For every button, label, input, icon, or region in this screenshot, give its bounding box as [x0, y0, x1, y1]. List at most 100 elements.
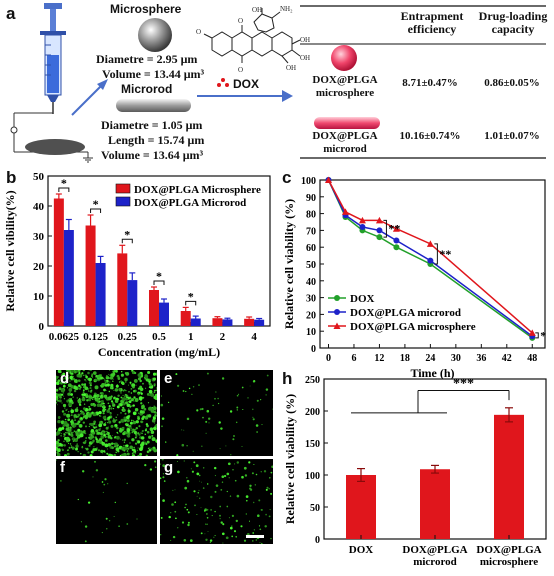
fluorescence-spot	[151, 418, 156, 423]
fluorescence-spot	[61, 377, 64, 381]
fluorescence-spot	[200, 507, 202, 509]
fluorescence-spot	[102, 491, 104, 493]
row-name-line: DOX@PLGA	[312, 130, 378, 142]
fluorescence-spot	[268, 488, 270, 490]
tile-label-f: f	[60, 459, 65, 476]
legend-label: DOX	[350, 293, 375, 305]
fluorescence-spot	[82, 470, 85, 473]
fluorescence-spot	[110, 383, 114, 388]
fluorescence-spot	[152, 377, 157, 381]
fluorescence-spot	[121, 426, 125, 430]
fluorescence-spot	[81, 383, 84, 386]
fluorescence-spot	[149, 447, 151, 449]
fluorescence-spot	[221, 532, 225, 536]
legend-label: DOX@PLGA microrod	[350, 307, 461, 319]
fluorescence-spot	[270, 471, 273, 474]
fluorescence-spot	[134, 371, 137, 375]
fluorescence-spot	[68, 402, 73, 407]
fluorescence-spot	[106, 383, 110, 387]
fluorescence-spot	[95, 469, 99, 472]
fluorescence-spot	[155, 439, 157, 443]
fluorescence-spot	[96, 447, 98, 449]
fluorescence-spot	[106, 452, 109, 455]
fluorescence-spot	[144, 415, 149, 420]
fluorescence-spot	[252, 418, 255, 421]
fluorescence-spot	[83, 441, 86, 445]
fluorescence-spot	[214, 535, 216, 537]
fluorescence-spot	[114, 399, 119, 403]
fluorescence-spot	[57, 419, 61, 424]
fluorescence-spot	[160, 516, 163, 519]
fluorescence-spot	[118, 525, 120, 528]
fluorescence-spot	[196, 513, 198, 516]
fluorescence-spot	[132, 451, 135, 454]
fluorescence-spot	[252, 532, 255, 534]
fluorescence-spot	[66, 387, 69, 389]
fluorescence-spot	[153, 411, 156, 414]
fluorescence-spot	[117, 377, 121, 380]
fluorescence-spot	[120, 412, 122, 414]
fluorescence-spot	[220, 489, 223, 491]
fluorescence-spot	[204, 533, 206, 535]
fluorescence-spot	[105, 517, 108, 520]
fluorescence-spot	[98, 428, 101, 431]
fluorescence-spot	[130, 392, 133, 394]
fluorescence-dots	[56, 459, 157, 543]
fluorescence-spot	[90, 428, 95, 433]
fluorescence-spot	[94, 378, 97, 382]
fluorescence-spot	[94, 460, 96, 463]
fluorescence-spot	[241, 386, 244, 389]
fluorescence-spot	[219, 514, 221, 517]
fluorescence-spot	[206, 523, 208, 525]
fluorescence-spot	[63, 444, 66, 447]
fluorescence-spot	[271, 465, 273, 469]
fluorescence-spot	[142, 382, 144, 385]
fluorescence-spot	[144, 443, 146, 445]
fluorescence-spot	[139, 447, 143, 451]
x-tick-label: 0.25	[118, 331, 138, 343]
significance-label: *	[156, 269, 162, 283]
fluorescence-spot	[70, 444, 73, 447]
fluorescence-spot	[80, 453, 82, 455]
fluorescence-spot	[205, 432, 207, 434]
panel-a-schematic: O O O OH NH₂ OH OH OH	[10, 3, 546, 163]
fluorescence-spot	[131, 438, 135, 442]
fluorescence-spot	[72, 396, 74, 399]
fluorescence-spot	[111, 446, 114, 450]
x-tick-label: 48	[527, 353, 537, 364]
fluorescence-spot	[120, 373, 124, 377]
row-name: DOX@PLGA microrod	[304, 130, 386, 156]
fluorescence-spot	[129, 442, 131, 444]
fluorescence-spot	[144, 433, 147, 436]
fluorescence-spot	[205, 420, 208, 423]
fluorescence-spot	[113, 397, 116, 400]
fluorescence-spot	[114, 501, 116, 504]
fluorescence-spot	[201, 407, 204, 411]
fluorescence-spot	[113, 379, 114, 380]
fluorescence-spot	[82, 453, 87, 456]
fluorescence-spot	[104, 378, 106, 380]
significance-label: *	[188, 289, 194, 303]
fluorescence-spot	[132, 404, 135, 407]
fluorescence-spot	[160, 403, 164, 407]
fluorescence-spot	[175, 373, 178, 376]
significance-bracket	[121, 238, 133, 244]
y-tick-label: 0	[311, 344, 316, 355]
legend-label: DOX@PLGA Microrod	[134, 197, 246, 209]
fluorescence-spot	[237, 393, 240, 395]
fluorescence-spot	[137, 373, 142, 377]
fluorescence-spot	[126, 435, 128, 437]
fluorescence-spot	[81, 446, 84, 449]
fluorescence-spot	[184, 506, 186, 509]
fluorescence-spot	[195, 464, 199, 468]
fluorescence-spot	[261, 542, 263, 544]
fluorescence-spot	[127, 430, 130, 433]
bar	[222, 319, 233, 326]
fluorescence-spot	[88, 405, 91, 408]
fluorescence-spot	[85, 374, 87, 376]
fluorescence-spot	[251, 472, 254, 475]
header-line: efficiency	[407, 22, 457, 36]
fluorescence-spot	[58, 427, 63, 432]
fluorescence-spot	[82, 442, 84, 444]
x-tick-label: 42	[502, 353, 512, 364]
